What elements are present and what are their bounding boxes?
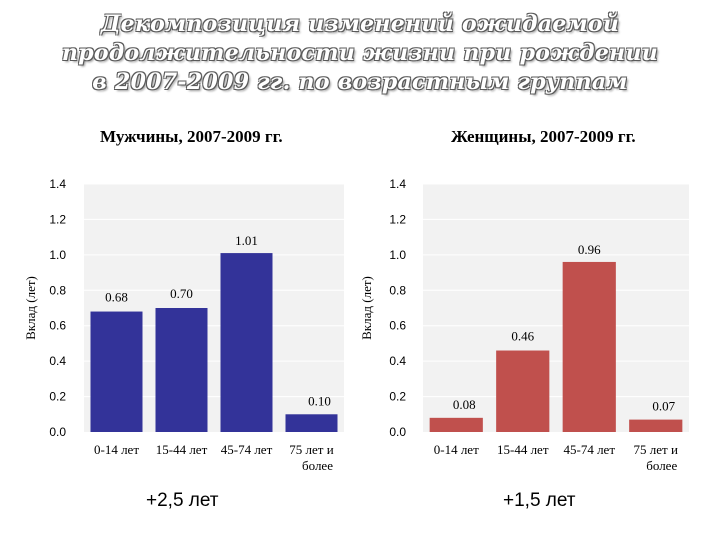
data-label-women: 0.46 bbox=[511, 329, 534, 344]
category-label-men: 75 лет и более bbox=[289, 442, 333, 473]
y-tick-label-men: 0.6 bbox=[49, 319, 66, 333]
y-tick-label-women: 0.6 bbox=[389, 319, 406, 333]
y-tick-label-men: 0.2 bbox=[49, 390, 66, 404]
category-label-men: 45-74 лет bbox=[221, 442, 273, 457]
slide-title: Декомпозиция изменений ожидаемой продолж… bbox=[61, 11, 659, 95]
category-label-men: 0-14 лет bbox=[94, 442, 139, 457]
bar-women bbox=[629, 419, 683, 432]
y-tick-label-men: 0.8 bbox=[49, 283, 66, 297]
data-label-women: 0.08 bbox=[453, 397, 476, 412]
total-note-women: +1,5 лет bbox=[503, 490, 576, 511]
y-tick-label-women: 0.4 bbox=[389, 354, 406, 368]
y-tick-label-women: 0.0 bbox=[389, 425, 406, 439]
bar-women bbox=[562, 261, 616, 432]
y-tick-label-women: 0.8 bbox=[389, 283, 406, 297]
bar-men bbox=[155, 308, 208, 432]
plot-area-women bbox=[423, 184, 689, 432]
y-tick-label-men: 1.0 bbox=[49, 248, 66, 262]
data-label-men: 0.68 bbox=[105, 290, 128, 305]
data-label-men: 1.01 bbox=[235, 233, 258, 248]
y-tick-label-women: 0.2 bbox=[389, 390, 406, 404]
data-label-men: 0.70 bbox=[170, 286, 193, 301]
y-tick-label-women: 1.2 bbox=[389, 212, 406, 226]
category-label-women: 75 лет и более bbox=[634, 442, 678, 473]
y-tick-label-women: 1.0 bbox=[389, 248, 406, 262]
chart-title-men: Мужчины, 2007-2009 гг. bbox=[100, 127, 283, 146]
y-tick-label-men: 1.4 bbox=[49, 177, 66, 191]
data-label-women: 0.96 bbox=[578, 242, 601, 257]
category-label-women: 0-14 лет bbox=[434, 442, 479, 457]
bar-women bbox=[496, 350, 550, 432]
category-label-men: 15-44 лет bbox=[156, 442, 208, 457]
y-tick-label-men: 0.4 bbox=[49, 354, 66, 368]
bar-men bbox=[220, 253, 273, 432]
y-tick-label-men: 1.2 bbox=[49, 212, 66, 226]
y-tick-label-women: 1.4 bbox=[389, 177, 406, 191]
bar-men bbox=[285, 414, 338, 432]
chart-title-women: Женщины, 2007-2009 гг. bbox=[451, 127, 636, 146]
bar-women bbox=[429, 417, 483, 432]
y-axis-label-women: Вклад (лет) bbox=[359, 276, 374, 340]
category-label-women: 15-44 лет bbox=[497, 442, 549, 457]
category-label-women: 45-74 лет bbox=[563, 442, 615, 457]
y-tick-label-men: 0.0 bbox=[49, 425, 66, 439]
total-note-men: +2,5 лет bbox=[146, 490, 219, 511]
bar-men bbox=[90, 311, 143, 432]
data-label-women: 0.07 bbox=[652, 399, 675, 414]
y-axis-label-men: Вклад (лет) bbox=[23, 276, 38, 340]
data-label-men: 0.10 bbox=[308, 393, 331, 408]
